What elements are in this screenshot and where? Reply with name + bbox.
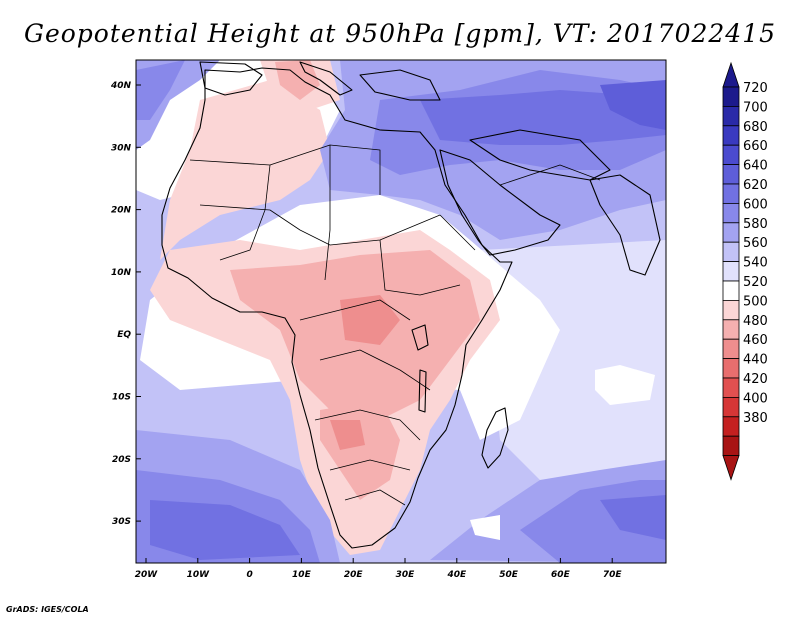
lat-label: 20S (112, 455, 131, 465)
colorbar-segment (722, 86, 740, 107)
colorbar-label: 520 (743, 275, 768, 290)
lon-label: 30E (396, 570, 416, 580)
lat-label: 10N (111, 268, 132, 278)
colorbar-segment (722, 299, 740, 321)
colorbar-segment (722, 164, 740, 185)
lon-label: 20E (344, 570, 364, 580)
colorbar-label: 440 (743, 353, 768, 368)
colorbar-label: 680 (743, 120, 768, 135)
lon-label: 10E (292, 570, 312, 580)
colorbar-segment (722, 435, 740, 457)
colorbar-segment (722, 261, 740, 282)
colorbar-label: 500 (743, 294, 768, 309)
lat-label: 40N (110, 81, 132, 91)
colorbar-segment (722, 125, 740, 146)
colorbar-label: 640 (743, 159, 768, 174)
colorbar-segment (722, 241, 740, 262)
colorbar-segment (722, 358, 740, 379)
colorbar-segment (722, 416, 740, 437)
colorbar-label: 720 (743, 81, 768, 96)
lat-label: EQ (117, 330, 131, 340)
colorbar-segment (722, 202, 740, 224)
colorbar-label: 700 (743, 100, 768, 115)
lon-label: 20W (135, 570, 159, 580)
colorbar-segment (722, 319, 740, 340)
colorbar-segment (722, 377, 740, 398)
coastlines (161, 61, 661, 549)
colorbar-label: 620 (743, 178, 768, 193)
lon-label: 70E (603, 570, 623, 580)
colorbar-label: 580 (743, 217, 768, 232)
height-field (136, 60, 666, 563)
colorbar-segment (722, 338, 740, 360)
country-borders (189, 144, 601, 506)
colorbar-segment (722, 183, 740, 204)
latitude-axis: 40N 30N 20N 10N EQ 10S 20S 30S (110, 81, 141, 527)
colorbar-label: 660 (743, 139, 768, 154)
map-title: Geopotential Height at 950hPa [gpm], VT:… (24, 19, 776, 48)
colorbar-label: 400 (743, 391, 768, 406)
colorbar-label: 480 (743, 314, 768, 329)
grads-credit: GrADS: IGES/COLA (6, 605, 89, 614)
colorbar-label: 420 (743, 372, 768, 387)
colorbar-bottom-arrow (722, 455, 740, 481)
lon-label: 40E (446, 570, 467, 580)
colorbar: 720 700 680 660 640 620 600 580 560 540 520 500 480 4… (722, 61, 768, 481)
colorbar-label: 560 (743, 236, 768, 251)
colorbar-label: 460 (743, 333, 768, 348)
lat-label: 30N (111, 143, 132, 153)
colorbar-label: 380 (743, 411, 768, 426)
colorbar-label: 600 (743, 197, 768, 212)
colorbar-segment (722, 144, 740, 165)
map-frame (135, 59, 667, 564)
lon-label: 50E (499, 570, 519, 580)
colorbar-segment (722, 106, 740, 127)
colorbar-segment (722, 280, 740, 301)
colorbar-label: 540 (743, 256, 768, 271)
lon-label: 60E (551, 570, 571, 580)
colorbar-segment (722, 222, 740, 243)
colorbar-segment (722, 396, 740, 418)
lat-label: 10S (112, 393, 131, 403)
lon-label: 0 (246, 570, 252, 580)
lat-label: 20N (111, 206, 132, 216)
lon-label: 10W (187, 570, 211, 580)
longitude-axis: 20W 10W 0 10E 20E 30E 40E 50E 60E 70E (135, 558, 623, 580)
colorbar-top-arrow (722, 61, 740, 88)
lat-label: 30S (112, 517, 131, 527)
